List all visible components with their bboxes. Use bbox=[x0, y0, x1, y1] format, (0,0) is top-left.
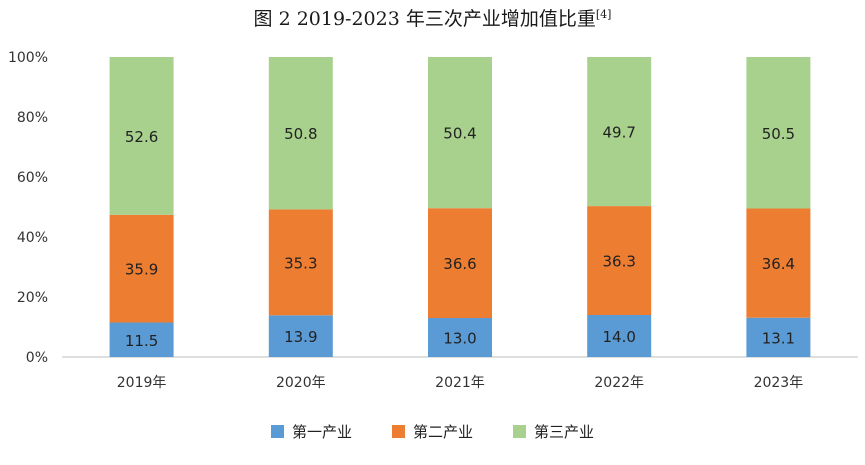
data-label: 14.0 bbox=[602, 328, 635, 346]
data-label: 36.3 bbox=[602, 253, 635, 271]
legend-item: 第三产业 bbox=[513, 421, 594, 442]
x-tick-label: 2023年 bbox=[754, 375, 804, 391]
data-label: 36.6 bbox=[443, 255, 476, 273]
legend-swatch bbox=[391, 424, 405, 438]
data-label: 52.6 bbox=[125, 128, 158, 146]
data-label: 13.0 bbox=[443, 330, 476, 348]
legend-item: 第二产业 bbox=[391, 421, 473, 442]
data-label: 13.1 bbox=[762, 329, 795, 347]
y-tick-label: 60% bbox=[17, 170, 48, 186]
y-tick-label: 20% bbox=[17, 290, 48, 306]
bar-segment bbox=[746, 317, 811, 357]
legend-label: 第一产业 bbox=[291, 422, 352, 441]
x-tick-label: 2019年 bbox=[117, 375, 167, 391]
bar-segment bbox=[587, 57, 652, 207]
y-tick-label: 40% bbox=[17, 230, 48, 246]
y-tick-label: 0% bbox=[26, 350, 48, 366]
chart-title-reference: [4] bbox=[595, 8, 612, 21]
bar-segment bbox=[109, 57, 174, 215]
bar-segment bbox=[109, 322, 174, 357]
y-tick-label: 100% bbox=[8, 50, 48, 66]
bar-segment bbox=[746, 57, 811, 209]
legend-label: 第二产业 bbox=[412, 422, 473, 441]
bar-segment bbox=[746, 208, 811, 318]
data-label: 35.3 bbox=[284, 254, 317, 272]
bar-segment bbox=[268, 209, 333, 316]
legend: 第一产业 第二产业 第三产业 bbox=[0, 418, 865, 444]
data-label: 49.7 bbox=[602, 124, 635, 142]
chart-title: 图 2 2019-2023 年三次产业增加值比重[4] bbox=[0, 4, 865, 31]
bar-segment bbox=[587, 206, 652, 315]
data-label: 50.5 bbox=[762, 125, 795, 143]
bar-segment bbox=[428, 57, 492, 209]
legend-swatch bbox=[513, 424, 526, 438]
data-label: 35.9 bbox=[125, 261, 158, 279]
bar-segment bbox=[109, 214, 174, 323]
data-label: 11.5 bbox=[125, 332, 158, 350]
y-tick-label: 80% bbox=[17, 110, 48, 126]
x-tick-label: 2022年 bbox=[594, 375, 644, 391]
bar-segment bbox=[428, 208, 492, 318]
data-label: 13.9 bbox=[284, 328, 317, 346]
bar-segment bbox=[428, 318, 492, 357]
bars-layer: 11.5 35.9 52.6 13.9 35.3 50.8 13.0 36.6 50.4 14.0… bbox=[109, 57, 811, 357]
data-label: 50.8 bbox=[284, 125, 317, 143]
data-label: 50.4 bbox=[443, 125, 476, 143]
bar-segment bbox=[268, 315, 333, 357]
bar-segment bbox=[268, 57, 333, 210]
legend-item: 第一产业 bbox=[270, 421, 352, 442]
bar-segment bbox=[587, 315, 652, 357]
x-tick-label: 2020年 bbox=[276, 375, 326, 391]
data-label: 36.4 bbox=[762, 255, 795, 273]
chart-title-text: 图 2 2019-2023 年三次产业增加值比重 bbox=[253, 8, 596, 30]
legend-label: 第三产业 bbox=[534, 422, 595, 441]
x-tick-label: 2021年 bbox=[435, 375, 485, 391]
legend-swatch bbox=[270, 424, 284, 438]
